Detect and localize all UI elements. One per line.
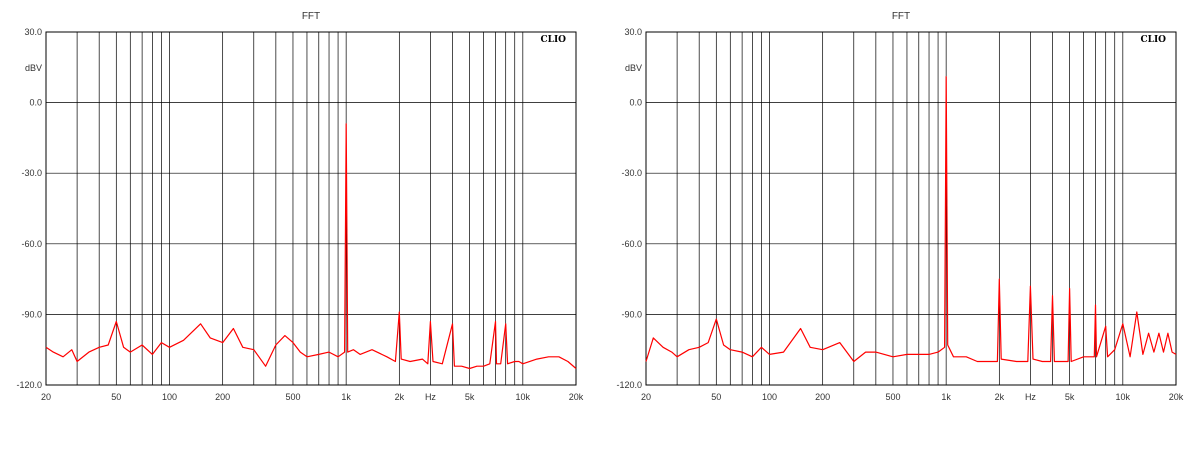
y-tick-label: -90.0 [21, 309, 42, 319]
y-tick-label: 0.0 [629, 98, 642, 108]
y-axis-label: dBV [625, 63, 642, 73]
chart-title: FFT [892, 11, 910, 22]
x-tick-label: 1k [341, 392, 351, 402]
x-tick-label: 20 [41, 392, 51, 402]
y-tick-label: -60.0 [21, 239, 42, 249]
plot-frame [45, 31, 577, 386]
x-tick-label: 200 [215, 392, 230, 402]
y-tick-label: -90.0 [621, 309, 642, 319]
x-tick-label: Hz [425, 392, 436, 402]
fft-chart-left: FFT dBV CLIO 30.0 0.0 -30.0 -60.0 -90.0 -120.… [16, 11, 583, 402]
x-tick-label: 20k [1169, 392, 1184, 402]
x-tick-label: 500 [885, 392, 900, 402]
y-tick-label: -30.0 [621, 168, 642, 178]
y-tick-label: 30.0 [624, 27, 642, 37]
y-tick-label: 30.0 [24, 27, 42, 37]
clio-brand-label: CLIO [1140, 35, 1166, 45]
x-tick-label: 200 [815, 392, 830, 402]
fft-chart-right: FFT dBV CLIO 30.0 0.0 -30.0 -60.0 -90.0 -120.… [600, 0, 1200, 450]
plot-area: 30.0 0.0 -30.0 -60.0 -90.0 -120.0 20 50 100 200 50… [616, 27, 1183, 402]
y-tick-label: -30.0 [21, 168, 42, 178]
y-tick-label: -120.0 [616, 380, 642, 390]
x-tick-label: 50 [111, 392, 121, 402]
x-tick-label: 50 [711, 392, 721, 402]
y-tick-label: 0.0 [29, 98, 42, 108]
chart-title: FFT [302, 11, 320, 22]
y-tick-label: -120.0 [16, 380, 42, 390]
x-tick-label: 5k [465, 392, 475, 402]
x-tick-label: 5k [1065, 392, 1075, 402]
x-tick-label: 1k [941, 392, 951, 402]
plot-frame [645, 31, 1177, 386]
x-tick-label: 2k [995, 392, 1005, 402]
x-tick-label: 20k [569, 392, 584, 402]
fft-chart-left-svg: FFT dBV CLIO 30.0 0.0 -30.0 -60.0 -90.0 -120.… [16, 11, 583, 402]
y-axis-label: dBV [25, 63, 42, 73]
x-tick-label: 10k [1116, 392, 1131, 402]
x-tick-label: Hz [1025, 392, 1036, 402]
x-tick-label: 20 [641, 392, 651, 402]
x-tick-label: 100 [762, 392, 777, 402]
fft-chart-right-svg: FFT dBV CLIO 30.0 0.0 -30.0 -60.0 -90.0 -120.… [616, 11, 1183, 402]
clio-brand-label: CLIO [540, 35, 566, 45]
fft-trace [645, 76, 1177, 363]
x-tick-label: 2k [395, 392, 405, 402]
plot-area: 30.0 0.0 -30.0 -60.0 -90.0 -120.0 20 50 100 200 50… [16, 27, 583, 402]
x-tick-label: 500 [285, 392, 300, 402]
x-tick-label: 100 [162, 392, 177, 402]
x-tick-label: 10k [516, 392, 531, 402]
y-tick-label: -60.0 [621, 239, 642, 249]
fft-trace [45, 123, 577, 370]
